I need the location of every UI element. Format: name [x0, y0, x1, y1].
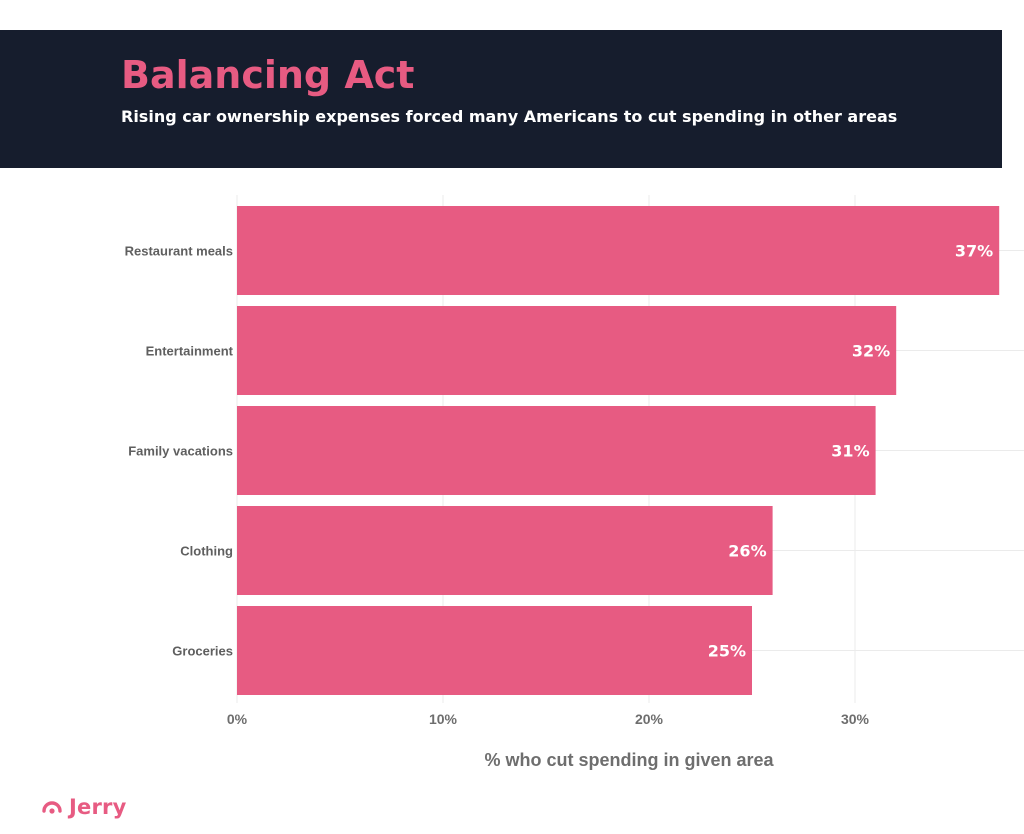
- header-banner: Balancing Act Rising car ownership expen…: [0, 30, 1002, 168]
- labels: Restaurant meals 37% Entertainment 32% Famil…: [125, 242, 994, 661]
- x-axis-title: % who cut spending in given area: [484, 750, 774, 770]
- jerry-logo-icon: [42, 801, 62, 814]
- x-tick-label: 0%: [227, 711, 248, 727]
- bars: [237, 206, 1000, 695]
- category-label: Restaurant meals: [125, 244, 233, 259]
- category-label: Family vacations: [128, 444, 233, 459]
- value-label: 26%: [728, 542, 766, 561]
- chart-subtitle: Rising car ownership expenses forced man…: [121, 107, 898, 126]
- brand-name: Jerry: [69, 795, 127, 819]
- value-label: 32%: [852, 342, 890, 361]
- value-label: 37%: [955, 242, 993, 261]
- chart-title: Balancing Act: [121, 53, 415, 97]
- x-tick-label: 30%: [841, 711, 870, 727]
- x-tick-label: 20%: [635, 711, 664, 727]
- bar-restaurant-meals: [237, 206, 1000, 295]
- category-label: Entertainment: [146, 344, 234, 359]
- bar-groceries: [237, 606, 752, 695]
- bar-entertainment: [237, 306, 897, 395]
- x-tick-label: 10%: [429, 711, 458, 727]
- bar-clothing: [237, 506, 773, 595]
- x-axis: 0% 10% 20% 30% % who cut spending in given a…: [227, 711, 870, 770]
- category-label: Clothing: [180, 544, 233, 559]
- brand-logo: Jerry: [40, 790, 126, 824]
- bar-family-vacations: [237, 406, 876, 495]
- value-label: 31%: [831, 442, 869, 461]
- category-label: Groceries: [172, 644, 233, 659]
- value-label: 25%: [708, 642, 746, 661]
